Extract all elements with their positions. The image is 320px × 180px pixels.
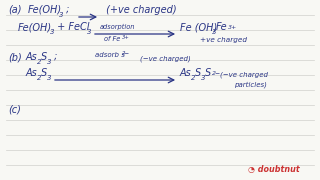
Text: ◔ doubtnut: ◔ doubtnut [248, 165, 300, 174]
Text: S: S [195, 68, 201, 78]
Text: 3: 3 [87, 29, 92, 35]
Text: 3: 3 [212, 29, 217, 35]
Text: 3: 3 [47, 75, 52, 81]
Text: ;: ; [63, 5, 76, 15]
Text: (+ve charged): (+ve charged) [103, 5, 177, 15]
Text: adsorb s: adsorb s [95, 52, 125, 58]
Text: As: As [26, 52, 38, 62]
Text: 3: 3 [59, 12, 63, 18]
Text: Fe(OH): Fe(OH) [18, 22, 52, 32]
Text: Fe(OH): Fe(OH) [28, 5, 62, 15]
Text: 2−: 2− [122, 51, 130, 56]
Text: 3: 3 [50, 29, 54, 35]
Text: 3: 3 [201, 75, 205, 81]
Text: As: As [26, 68, 38, 78]
Text: of Fe: of Fe [104, 36, 120, 42]
Text: 3+: 3+ [228, 25, 237, 30]
Text: (−ve charged): (−ve charged) [140, 55, 191, 62]
Text: 3: 3 [47, 59, 52, 65]
Text: S: S [41, 52, 47, 62]
Text: As: As [180, 68, 192, 78]
Text: ;: ; [51, 52, 57, 62]
Text: S: S [41, 68, 47, 78]
Text: S: S [205, 68, 211, 78]
Text: 2: 2 [37, 59, 42, 65]
Text: 2: 2 [191, 75, 196, 81]
Text: +ve charged: +ve charged [200, 37, 247, 43]
Text: (−ve charged: (−ve charged [220, 71, 268, 78]
Text: Fe (OH): Fe (OH) [180, 22, 217, 32]
Text: adsorption: adsorption [100, 24, 135, 30]
Text: (a): (a) [8, 5, 21, 15]
Text: 2−: 2− [212, 71, 221, 76]
Text: + FeCl: + FeCl [54, 22, 90, 32]
Text: (c): (c) [8, 105, 21, 115]
Text: Fe: Fe [216, 22, 228, 32]
Text: (b): (b) [8, 52, 22, 62]
Text: 2: 2 [37, 75, 42, 81]
Text: 3+: 3+ [122, 35, 130, 40]
Text: particles): particles) [234, 81, 267, 88]
